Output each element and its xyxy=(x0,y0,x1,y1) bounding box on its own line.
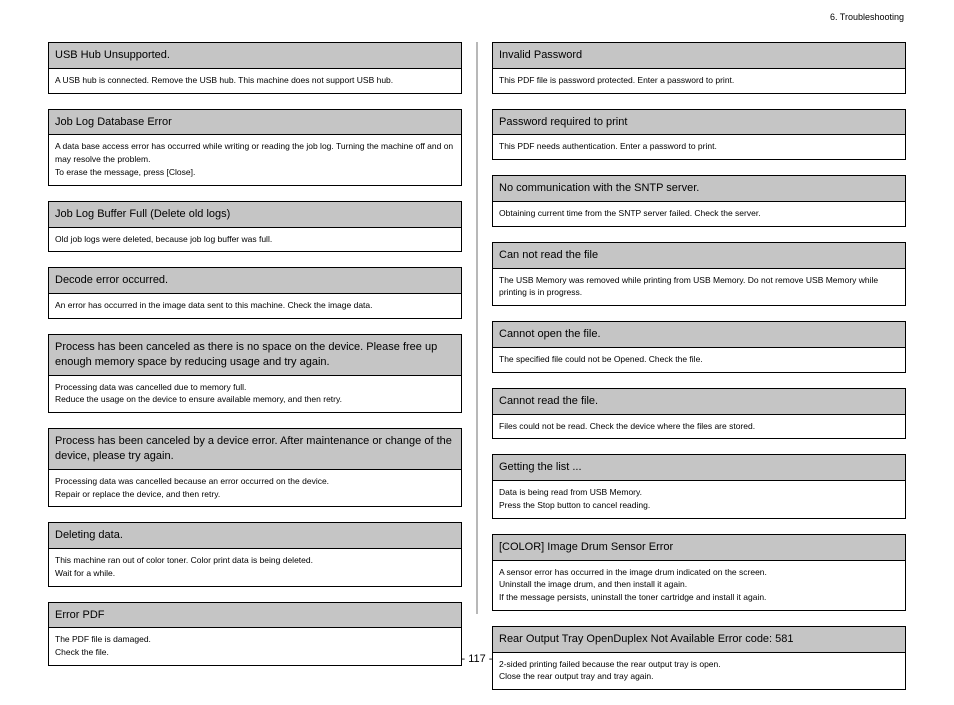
error-body: The USB Memory was removed while printin… xyxy=(493,269,905,306)
error-title: Deleting data. xyxy=(49,523,461,549)
error-body-line: Close the rear output tray and tray agai… xyxy=(499,670,899,683)
error-body-line: This machine ran out of color toner. Col… xyxy=(55,554,455,567)
page-number: - 117 - xyxy=(0,653,954,665)
error-body: Obtaining current time from the SNTP ser… xyxy=(493,202,905,226)
error-body-line: A data base access error has occurred wh… xyxy=(55,140,455,166)
error-body-line: If the message persists, uninstall the t… xyxy=(499,591,899,604)
error-body: An error has occurred in the image data … xyxy=(49,294,461,318)
error-block: Invalid Password This PDF file is passwor… xyxy=(492,42,906,94)
error-block: Cannot read the file. Files could not be … xyxy=(492,388,906,440)
error-block: [COLOR] Image Drum Sensor Error A sensor … xyxy=(492,534,906,611)
error-body-line: A sensor error has occurred in the image… xyxy=(499,566,899,579)
error-title: Can not read the file xyxy=(493,243,905,269)
error-body-line: Files could not be read. Check the devic… xyxy=(499,420,899,433)
error-body-line: The specified file could not be Opened. … xyxy=(499,353,899,366)
error-block: Process has been canceled as there is no… xyxy=(48,334,462,413)
error-block: Process has been canceled by a device er… xyxy=(48,428,462,507)
error-block: USB Hub Unsupported. A USB hub is connect… xyxy=(48,42,462,94)
error-title: Cannot open the file. xyxy=(493,322,905,348)
error-body-line: Uninstall the image drum, and then insta… xyxy=(499,578,899,591)
error-block: No communication with the SNTP server. Ob… xyxy=(492,175,906,227)
error-block: Password required to print This PDF needs… xyxy=(492,109,906,161)
error-title: No communication with the SNTP server. xyxy=(493,176,905,202)
error-body-line: A USB hub is connected. Remove the USB h… xyxy=(55,74,455,87)
error-body: Processing data was cancelled due to mem… xyxy=(49,376,461,413)
error-body-line: Repair or replace the device, and then r… xyxy=(55,488,455,501)
breadcrumb: 6. Troubleshooting xyxy=(830,12,904,22)
error-body-line: Processing data was cancelled because an… xyxy=(55,475,455,488)
error-title: Process has been canceled as there is no… xyxy=(49,335,461,376)
error-block: Can not read the file The USB Memory was … xyxy=(492,242,906,306)
error-title: Invalid Password xyxy=(493,43,905,69)
error-body: A USB hub is connected. Remove the USB h… xyxy=(49,69,461,93)
error-title: Process has been canceled by a device er… xyxy=(49,429,461,470)
error-body-line: This PDF file is password protected. Ent… xyxy=(499,74,899,87)
error-body: This PDF needs authentication. Enter a p… xyxy=(493,135,905,159)
error-title: Password required to print xyxy=(493,110,905,136)
error-title: Cannot read the file. xyxy=(493,389,905,415)
error-body-line: Wait for a while. xyxy=(55,567,455,580)
error-title: Error PDF xyxy=(49,603,461,629)
error-block: Getting the list ...Data is being read f… xyxy=(492,454,906,518)
error-block: Deleting data. This machine ran out of co… xyxy=(48,522,462,586)
error-body: This machine ran out of color toner. Col… xyxy=(49,549,461,586)
error-block: Job Log Buffer Full (Delete old logs) Old… xyxy=(48,201,462,253)
content-columns: USB Hub Unsupported. A USB hub is connect… xyxy=(48,42,906,705)
error-body: This PDF file is password protected. Ent… xyxy=(493,69,905,93)
error-body: Data is being read from USB Memory.Press… xyxy=(493,481,905,518)
error-title: Job Log Database Error xyxy=(49,110,461,136)
error-body-line: The PDF file is damaged. xyxy=(55,633,455,646)
error-body-line: Press the Stop button to cancel reading. xyxy=(499,499,899,512)
error-body-line: Obtaining current time from the SNTP ser… xyxy=(499,207,899,220)
error-body-line: Processing data was cancelled due to mem… xyxy=(55,381,455,394)
error-block: Cannot open the file. The specified file … xyxy=(492,321,906,373)
error-title: USB Hub Unsupported. xyxy=(49,43,461,69)
error-body-line: Data is being read from USB Memory. xyxy=(499,486,899,499)
left-column: USB Hub Unsupported. A USB hub is connect… xyxy=(48,42,476,705)
error-body-line: This PDF needs authentication. Enter a p… xyxy=(499,140,899,153)
error-body: Files could not be read. Check the devic… xyxy=(493,415,905,439)
error-body: A sensor error has occurred in the image… xyxy=(493,561,905,610)
error-title: Decode error occurred. xyxy=(49,268,461,294)
error-body-line: An error has occurred in the image data … xyxy=(55,299,455,312)
error-title: Getting the list ... xyxy=(493,455,905,481)
error-title: [COLOR] Image Drum Sensor Error xyxy=(493,535,905,561)
error-body-line: To erase the message, press [Close]. xyxy=(55,166,455,179)
error-block: Decode error occurred. An error has occur… xyxy=(48,267,462,319)
error-body-line: The USB Memory was removed while printin… xyxy=(499,274,899,300)
error-body: Processing data was cancelled because an… xyxy=(49,470,461,507)
error-body: Old job logs were deleted, because job l… xyxy=(49,228,461,252)
error-block: Job Log Database Error A data base access… xyxy=(48,109,462,186)
error-body: The specified file could not be Opened. … xyxy=(493,348,905,372)
error-title: Rear Output Tray OpenDuplex Not Availabl… xyxy=(493,627,905,653)
error-title: Job Log Buffer Full (Delete old logs) xyxy=(49,202,461,228)
error-body-line: Old job logs were deleted, because job l… xyxy=(55,233,455,246)
error-body: A data base access error has occurred wh… xyxy=(49,135,461,184)
error-body-line: Reduce the usage on the device to ensure… xyxy=(55,393,455,406)
right-column: Invalid Password This PDF file is passwor… xyxy=(478,42,906,705)
